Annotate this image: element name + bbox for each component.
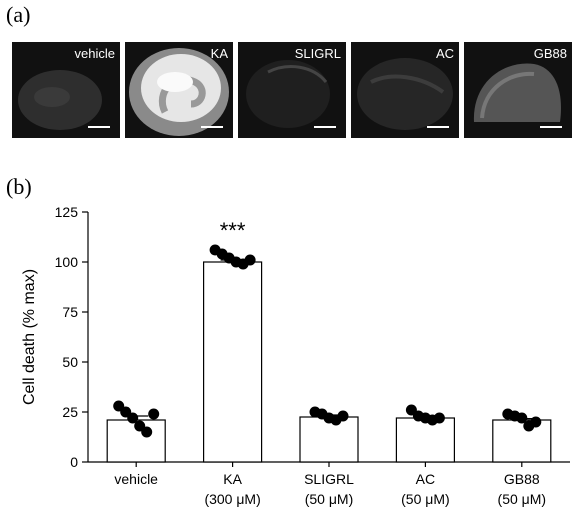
x-tick-label-gb88: GB88 [504, 471, 540, 487]
micrograph-ac: AC [351, 42, 459, 138]
cell-death-bar-chart: 0 25 50 75 100 125 Cell death (% max) vehicle KA… [21, 204, 570, 507]
data-point-ka [244, 254, 256, 266]
y-tick-label: 100 [55, 254, 79, 270]
significance-annotation: *** [220, 218, 246, 243]
y-tick-label: 50 [62, 354, 78, 370]
micrograph-row: vehicle KA SLIGRL AC GB88 [12, 42, 572, 138]
tissue-slice-ac [357, 58, 453, 130]
micrograph-gb88: GB88 [464, 42, 572, 138]
tissue-slice-gb88 [473, 63, 561, 122]
micrograph-label-ac: AC [435, 46, 454, 61]
scale-bar [427, 126, 449, 128]
tissue-slice-sligrl [246, 60, 330, 128]
panel-b-label: (b) [6, 174, 32, 199]
y-axis-label: Cell death (% max) [21, 269, 38, 405]
bar-ac [395, 417, 455, 463]
x-tick-label-vehicle: vehicle [114, 471, 158, 487]
micrograph-label-gb88: GB88 [533, 46, 567, 61]
panel-a-label: (a) [6, 2, 31, 27]
data-point-gb88 [530, 416, 542, 428]
x-tick-label-ac: AC [416, 471, 435, 487]
data-point-vehicle [148, 408, 160, 420]
y-tick-label: 125 [55, 204, 79, 220]
tissue-slice-ka [129, 48, 229, 136]
micrograph-label-sligrl: SLIGRL [294, 46, 341, 61]
scale-bar [314, 126, 336, 128]
x-tick-label-ka: KA [223, 471, 242, 487]
y-tick-label: 25 [62, 404, 78, 420]
micrograph-ka: KA [125, 42, 233, 138]
scale-bar [201, 126, 223, 128]
x-sublabel-ac: (50 μM) [401, 491, 450, 507]
data-point-gb88 [516, 412, 528, 424]
data-point-ac [433, 412, 445, 424]
scale-bar [540, 126, 562, 128]
data-point-sligrl [337, 410, 349, 422]
micrograph-label-ka: KA [210, 46, 228, 61]
x-sublabel-ka: (300 μM) [204, 491, 260, 507]
bar-sligrl [299, 416, 359, 463]
data-point-vehicle [127, 412, 139, 424]
bar-gb88 [492, 419, 552, 463]
micrograph-vehicle: vehicle [12, 42, 120, 138]
data-point-vehicle [141, 426, 153, 438]
bar-ka [203, 261, 263, 463]
y-tick-label: 0 [70, 454, 78, 470]
scale-bar [88, 126, 110, 128]
micrograph-sligrl: SLIGRL [238, 42, 346, 138]
x-sublabel-gb88: (50 μM) [498, 491, 547, 507]
x-tick-label-sligrl: SLIGRL [304, 471, 354, 487]
micrograph-label-vehicle: vehicle [74, 46, 115, 61]
tissue-slice-vehicle [18, 70, 102, 130]
y-tick-label: 75 [62, 304, 78, 320]
x-sublabel-sligrl: (50 μM) [305, 491, 354, 507]
